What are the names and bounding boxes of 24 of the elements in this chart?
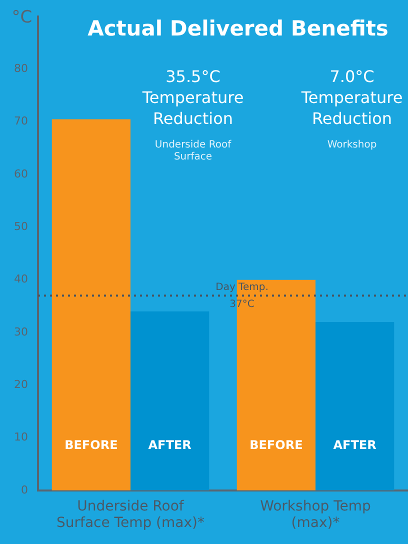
y-tick-label: 70 <box>14 114 28 128</box>
y-tick-label: 30 <box>14 325 28 338</box>
text: BEFORE <box>250 438 303 452</box>
series-label: BEFORE <box>64 438 118 452</box>
y-tick-label: 50 <box>14 220 28 234</box>
bar <box>316 322 394 490</box>
y-tick-label: 40 <box>14 272 28 286</box>
bar <box>52 119 130 490</box>
y-tick-label: 10 <box>14 430 28 444</box>
text: AFTER <box>333 438 376 452</box>
x-tick-label: Workshop Temp (max)* <box>260 498 372 532</box>
chart-title: Actual Delivered Benefits <box>88 16 388 40</box>
series-label: AFTER <box>148 438 192 452</box>
annotation: Underside Roof Surface <box>154 140 232 163</box>
annotation: Workshop <box>327 140 377 151</box>
y-tick-label: 60 <box>14 167 28 180</box>
annotation: 35.5°C Temperature Reduction <box>141 67 244 128</box>
bar <box>130 311 210 490</box>
y-tick-label: 0 <box>20 483 28 496</box>
annotation: 7.0°C Temperature Reduction <box>300 67 403 128</box>
y-tick-label: 20 <box>14 378 28 391</box>
x-tick-label: Underside Roof Surface Temp (max)* <box>56 498 204 532</box>
y-axis-title: °C <box>12 7 32 28</box>
y-tick-label: 80 <box>14 62 28 76</box>
